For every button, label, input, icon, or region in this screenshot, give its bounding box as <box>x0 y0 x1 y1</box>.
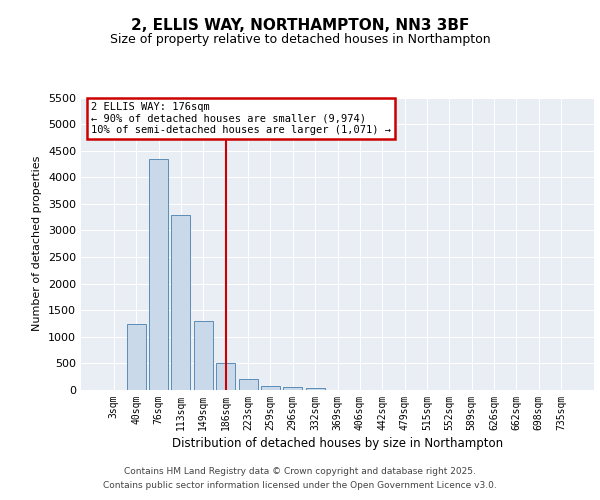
Bar <box>149 158 168 390</box>
Bar <box>305 388 325 390</box>
X-axis label: Distribution of detached houses by size in Northampton: Distribution of detached houses by size … <box>172 437 503 450</box>
Bar <box>261 386 280 390</box>
Y-axis label: Number of detached properties: Number of detached properties <box>32 156 43 332</box>
Text: Contains HM Land Registry data © Crown copyright and database right 2025.: Contains HM Land Registry data © Crown c… <box>124 467 476 476</box>
Bar <box>172 214 190 390</box>
Text: Size of property relative to detached houses in Northampton: Size of property relative to detached ho… <box>110 32 490 46</box>
Bar <box>216 364 235 390</box>
Text: 2, ELLIS WAY, NORTHAMPTON, NN3 3BF: 2, ELLIS WAY, NORTHAMPTON, NN3 3BF <box>131 18 469 32</box>
Bar <box>194 321 213 390</box>
Text: Contains public sector information licensed under the Open Government Licence v3: Contains public sector information licen… <box>103 481 497 490</box>
Bar <box>127 324 146 390</box>
Text: 2 ELLIS WAY: 176sqm
← 90% of detached houses are smaller (9,974)
10% of semi-det: 2 ELLIS WAY: 176sqm ← 90% of detached ho… <box>91 102 391 135</box>
Bar <box>239 380 257 390</box>
Bar <box>283 387 302 390</box>
